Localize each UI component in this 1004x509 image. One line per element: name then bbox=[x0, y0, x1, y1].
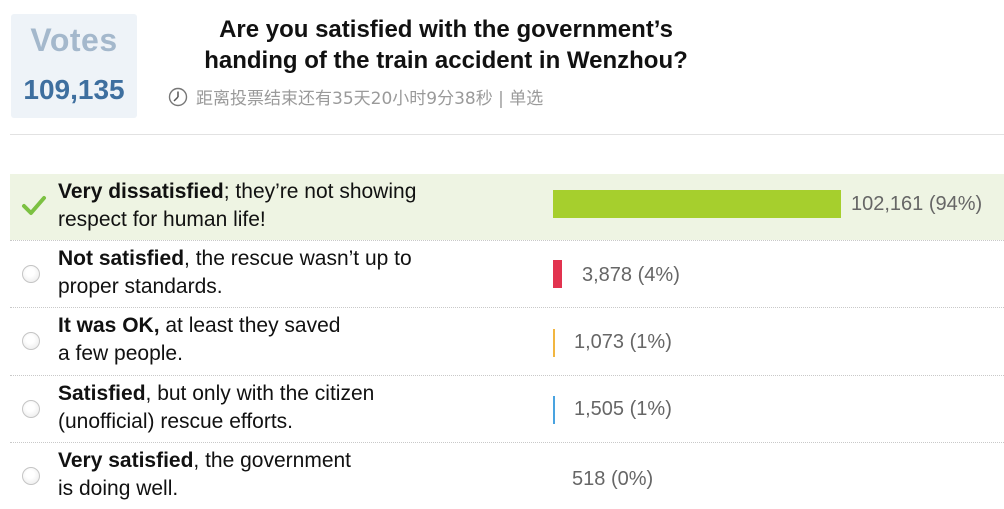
poll-option-rest: ; they’re not showing bbox=[223, 180, 417, 203]
row-divider bbox=[10, 375, 1004, 376]
result-bar bbox=[553, 329, 555, 357]
row-divider bbox=[10, 442, 1004, 443]
poll-meta: 距离投票结束还有35天20小时9分38秒 | 单选 bbox=[168, 84, 543, 109]
result-percent: (1%) bbox=[629, 398, 672, 420]
result-count: 1,073 bbox=[574, 331, 625, 353]
votes-count: 109,135 bbox=[23, 74, 125, 105]
result-bar bbox=[553, 396, 555, 424]
poll-option-it-was-ok[interactable]: It was OK, at least they saved a few peo… bbox=[10, 308, 1004, 374]
radio-button-icon[interactable] bbox=[22, 265, 40, 283]
checkmark-icon bbox=[22, 196, 46, 215]
poll-option-not-satisfied[interactable]: Not satisfied, the rescue wasn’t up to p… bbox=[10, 241, 1004, 307]
result-value: 3,878 (4%) bbox=[582, 261, 680, 289]
poll-option-label: Very satisfied, the government is doing … bbox=[58, 447, 498, 503]
result-count: 518 bbox=[572, 468, 606, 490]
poll-option-label: It was OK, at least they saved a few peo… bbox=[58, 312, 498, 368]
row-divider bbox=[10, 240, 1004, 241]
radio-button-icon[interactable] bbox=[22, 467, 40, 485]
poll-option-bold: Satisfied bbox=[58, 382, 146, 405]
radio-button-icon[interactable] bbox=[22, 400, 40, 418]
poll-option-line-2: is doing well. bbox=[58, 477, 179, 500]
radio-button-icon[interactable] bbox=[22, 332, 40, 350]
poll-option-line-2: respect for human life! bbox=[58, 208, 266, 231]
poll-option-line-2: (unofficial) rescue efforts. bbox=[58, 410, 293, 433]
result-percent: (0%) bbox=[610, 468, 654, 490]
votes-label: Votes bbox=[30, 22, 118, 58]
clock-icon bbox=[168, 87, 188, 106]
result-value: 518 (0%) bbox=[572, 465, 653, 493]
poll-question-line-2: handing of the train accident in Wenzhou… bbox=[204, 47, 688, 74]
result-value: 1,505 (1%) bbox=[574, 395, 672, 423]
poll-option-rest: , the rescue wasn’t up to bbox=[184, 247, 412, 270]
result-bar bbox=[553, 260, 562, 288]
poll-option-very-dissatisfied[interactable]: Very dissatisfied; they’re not showing r… bbox=[10, 174, 1004, 240]
result-percent: (4%) bbox=[637, 264, 680, 286]
result-value: 1,073 (1%) bbox=[574, 328, 672, 356]
poll-option-rest: , but only with the citizen bbox=[145, 382, 375, 405]
poll-option-rest: at least they saved bbox=[159, 314, 341, 337]
result-count: 3,878 bbox=[582, 264, 633, 286]
result-bar bbox=[553, 190, 841, 218]
poll-option-line-2: proper standards. bbox=[58, 275, 223, 298]
poll-question-line-1: Are you satisfied with the government’s bbox=[219, 16, 673, 43]
poll-option-label: Very dissatisfied; they’re not showing r… bbox=[58, 178, 498, 234]
poll-option-very-satisfied[interactable]: Very satisfied, the government is doing … bbox=[10, 443, 1004, 509]
result-count: 1,505 bbox=[574, 398, 625, 420]
result-percent: (94%) bbox=[928, 193, 983, 215]
poll-option-line-2: a few people. bbox=[58, 342, 183, 365]
poll-meta-text: 距离投票结束还有35天20小时9分38秒 | 单选 bbox=[196, 89, 544, 109]
result-count: 102,161 bbox=[851, 193, 924, 215]
header-divider bbox=[10, 134, 1004, 135]
poll-option-bold: Very satisfied bbox=[58, 449, 194, 472]
poll-question: Are you satisfied with the government’s … bbox=[166, 14, 726, 76]
poll-option-bold: Not satisfied bbox=[58, 247, 185, 270]
votes-box: Votes 109,135 bbox=[11, 14, 137, 118]
result-percent: (1%) bbox=[629, 331, 672, 353]
poll-option-bold: It was OK, bbox=[58, 314, 160, 337]
poll-option-bold: Very dissatisfied bbox=[58, 180, 224, 203]
row-divider bbox=[10, 307, 1004, 308]
poll-option-label: Not satisfied, the rescue wasn’t up to p… bbox=[58, 245, 498, 301]
poll-option-rest: , the government bbox=[193, 449, 352, 472]
poll-option-label: Satisfied, but only with the citizen (un… bbox=[58, 380, 498, 436]
result-value: 102,161 (94%) bbox=[851, 190, 982, 218]
poll-option-satisfied[interactable]: Satisfied, but only with the citizen (un… bbox=[10, 376, 1004, 442]
